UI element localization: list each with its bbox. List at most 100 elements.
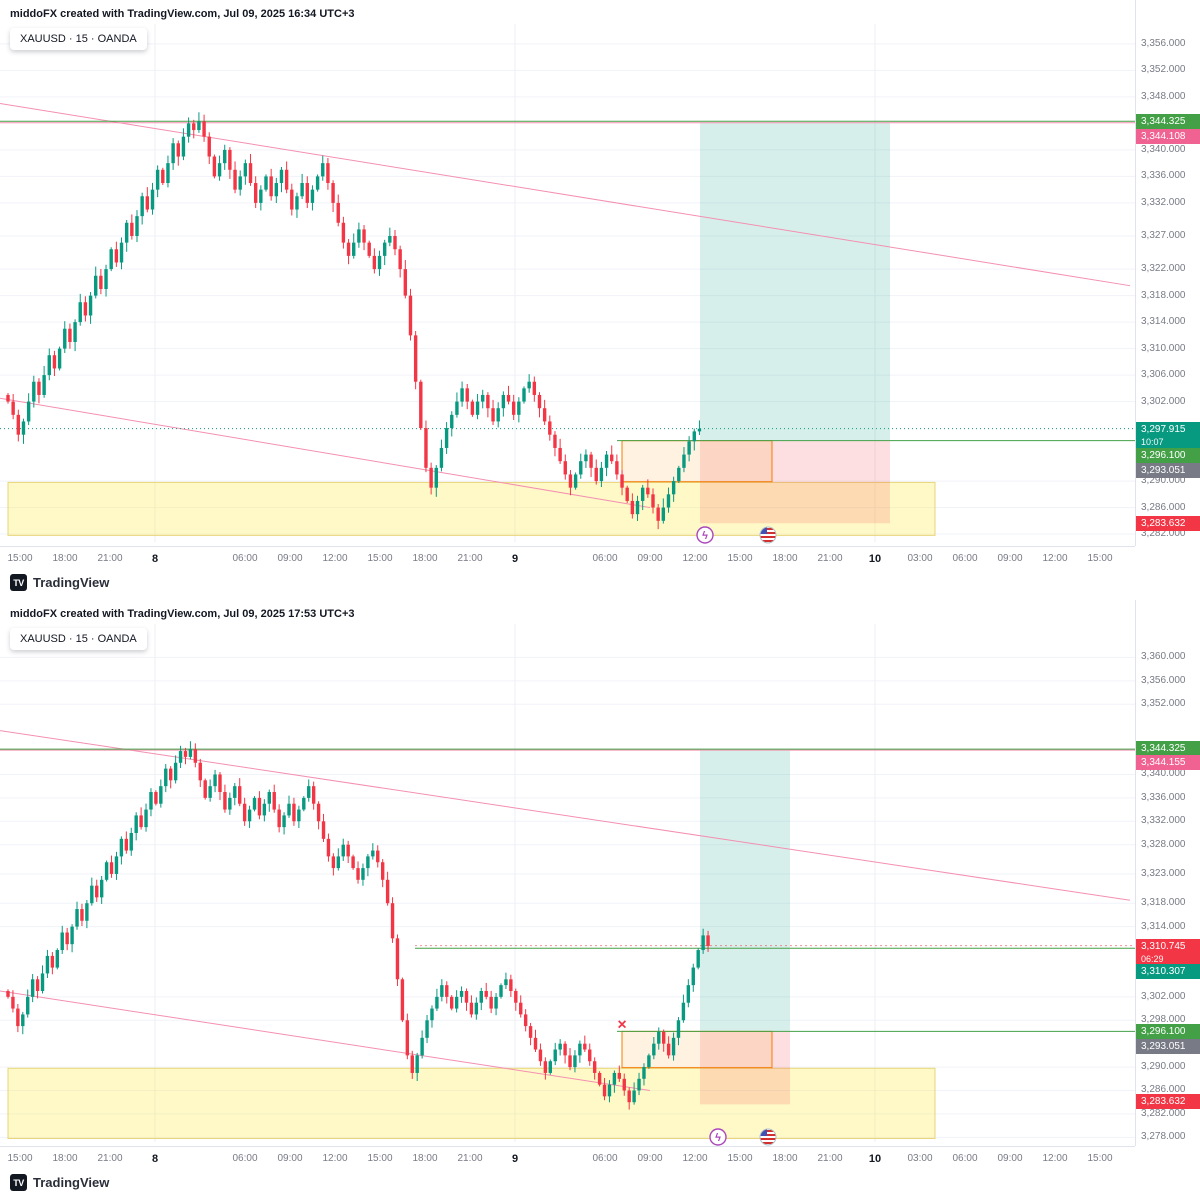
price-line-label[interactable]: 3,283.632 [1136,1094,1200,1110]
price-line-label[interactable]: 3,310.307 [1136,964,1200,980]
supply-box-orange[interactable] [621,1030,773,1069]
time-tick-label[interactable]: 21:00 [457,1153,483,1164]
tradingview-label[interactable]: TradingView [33,1175,110,1190]
price-line-label[interactable]: 3,310.745 06:29 [1136,938,1200,967]
price-line-label[interactable]: 3,344.108 [1136,128,1200,144]
symbol-badge[interactable]: XAUUSD · 15 · OANDA [10,628,147,650]
time-tick-label[interactable]: 21:00 [817,1153,843,1164]
time-tick-label[interactable]: 12:00 [322,1153,348,1164]
time-tick-label[interactable]: 21:00 [457,553,483,564]
price-line-label[interactable]: 3,297.915 10:07 [1136,421,1200,450]
candlestick-chart[interactable]: ϟ [0,0,1135,546]
time-tick-label[interactable]: 15:00 [367,553,393,564]
tradingview-logo-icon[interactable]: TV [10,1174,27,1191]
long-position-profit-zone[interactable] [700,122,890,441]
trendline[interactable] [0,397,651,509]
time-tick-label[interactable]: 03:00 [907,553,933,564]
trendline[interactable] [0,730,1131,901]
time-tick-label[interactable]: 15:00 [727,553,753,564]
candle-body [440,985,444,997]
candle-body [686,985,691,1003]
time-tick-label[interactable]: 15:00 [7,553,33,564]
price-line-label[interactable]: 3,283.632 [1136,516,1200,532]
candle-body [563,461,567,475]
time-axis[interactable]: 15:00 18:00 21:00 8 06:00 09:00 12:00 15:00 18:0… [0,1146,1135,1173]
candle-body [548,421,552,435]
economic-event-lightning-icon[interactable] [709,1128,727,1146]
time-tick-label[interactable]: 21:00 [97,553,123,564]
price-line-label[interactable]: 3,293.051 [1136,1039,1200,1055]
tradingview-logo-icon[interactable]: TV [10,574,27,591]
time-tick-label[interactable]: 12:00 [322,553,348,564]
time-tick-label[interactable]: 18:00 [52,553,78,564]
candle-body [154,792,158,804]
candle-body [168,768,173,781]
time-tick-label[interactable]: 06:00 [592,553,618,564]
time-tick-label[interactable]: 15:00 [367,1153,393,1164]
time-tick-label[interactable]: 06:00 [952,1153,978,1164]
day-tick-label[interactable]: 8 [151,1153,159,1165]
price-tick-label: 3,286.000 [1141,501,1186,513]
time-tick-label[interactable]: 09:00 [637,1153,663,1164]
time-tick-label[interactable]: 09:00 [997,553,1023,564]
demand-zone-yellow[interactable] [7,1067,936,1139]
price-line-label[interactable]: 3,344.325 [1136,113,1200,129]
time-tick-label[interactable]: 15:00 [1087,1153,1113,1164]
time-tick-label[interactable]: 09:00 [997,1153,1023,1164]
price-line-label[interactable]: 3,293.051 [1136,462,1200,478]
time-tick-label[interactable]: 12:00 [682,553,708,564]
time-tick-label[interactable]: 18:00 [772,553,798,564]
time-tick-label[interactable]: 06:00 [232,1153,258,1164]
time-tick-label[interactable]: 09:00 [277,553,303,564]
economic-event-flag-icon[interactable] [760,527,776,543]
time-tick-label[interactable]: 18:00 [412,1153,438,1164]
time-tick-label[interactable]: 18:00 [772,1153,798,1164]
time-tick-label[interactable]: 09:00 [637,553,663,564]
time-tick-label[interactable]: 15:00 [7,1153,33,1164]
tradingview-label[interactable]: TradingView [33,575,110,590]
price-line-label[interactable]: 3,344.155 [1136,754,1200,770]
candle-body [509,979,513,992]
day-tick-label[interactable]: 9 [511,553,519,565]
economic-event-flag-icon[interactable] [760,1129,776,1145]
time-axis[interactable]: 15:00 18:00 21:00 8 06:00 09:00 12:00 15:00 18:0… [0,546,1135,573]
time-tick-label[interactable]: 21:00 [97,1153,123,1164]
time-tick-label[interactable]: 15:00 [1087,553,1113,564]
economic-event-lightning-icon[interactable] [696,526,714,544]
day-tick-label[interactable]: 8 [151,553,159,565]
price-line-label[interactable]: 3,296.100 [1136,447,1200,463]
candle-body [517,401,521,415]
candle-body [212,156,217,177]
demand-zone-yellow[interactable] [7,481,936,536]
time-tick-label[interactable]: 15:00 [727,1153,753,1164]
alert-cross-icon[interactable]: × [617,1016,626,1033]
time-tick-label[interactable]: 06:00 [592,1153,618,1164]
day-tick-label[interactable]: 10 [868,553,882,565]
time-tick-label[interactable]: 06:00 [952,553,978,564]
supply-box-orange[interactable] [621,440,773,483]
time-tick-label[interactable]: 12:00 [1042,553,1068,564]
time-tick-label[interactable]: 03:00 [907,1153,933,1164]
time-tick-label[interactable]: 21:00 [817,553,843,564]
day-tick-label[interactable]: 10 [868,1153,882,1165]
symbol-badge[interactable]: XAUUSD · 15 · OANDA [10,28,147,50]
price-axis[interactable]: 3,356.000 3,352.000 3,348.000 3,340.000 3,33… [1135,0,1200,546]
long-position-profit-zone[interactable] [700,749,790,1032]
candle-body [248,163,253,184]
time-tick-label[interactable]: 18:00 [52,1153,78,1164]
price-tick-label: 3,322.000 [1141,263,1186,275]
price-line-label[interactable]: 3,344.325 [1136,740,1200,756]
price-line-label[interactable]: 3,296.100 [1136,1024,1200,1040]
time-tick-label[interactable]: 12:00 [682,1153,708,1164]
trendline[interactable] [0,103,1131,287]
price-axis[interactable]: 3,360.000 3,356.000 3,352.000 3,340.000 3,33… [1135,600,1200,1146]
candlestick-chart[interactable]: ×ϟ [0,600,1135,1146]
day-tick-label[interactable]: 9 [511,1153,519,1165]
time-tick-label[interactable]: 09:00 [277,1153,303,1164]
time-tick-label[interactable]: 06:00 [232,553,258,564]
time-tick-label[interactable]: 18:00 [412,553,438,564]
trendline[interactable] [0,990,651,1091]
candle-body [450,414,454,429]
candle-body [537,394,542,409]
time-tick-label[interactable]: 12:00 [1042,1153,1068,1164]
